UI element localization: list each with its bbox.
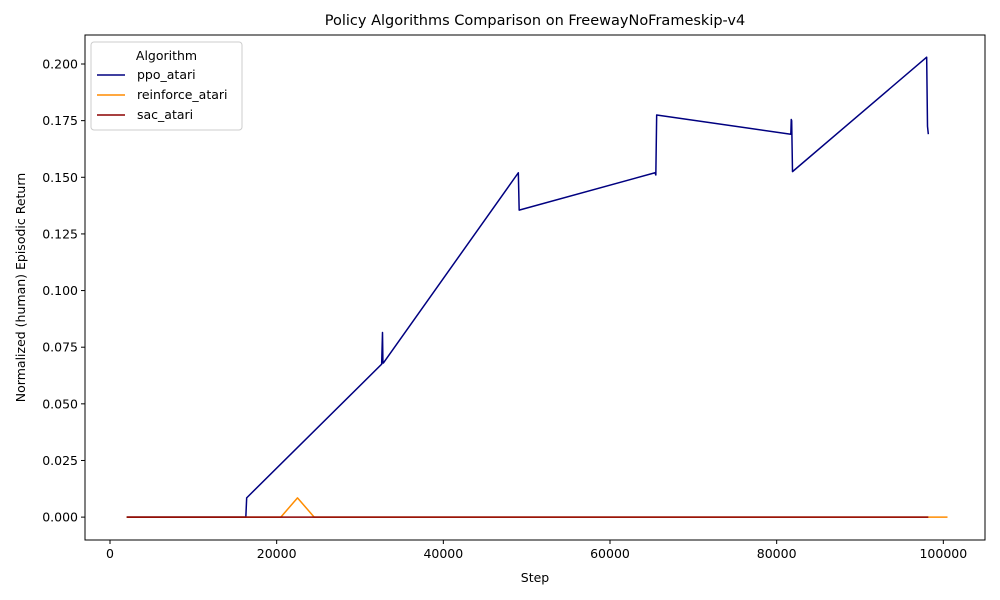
series-line-reinforce_atari <box>126 497 948 518</box>
y-tick-label: 0.025 <box>42 453 78 468</box>
y-tick-label: 0.200 <box>42 56 78 71</box>
legend-items: ppo_atari reinforce_atari sac_atari <box>97 67 228 122</box>
y-axis: 0.000 0.025 0.050 0.075 0.100 0.125 0.150 0.175… <box>42 56 85 525</box>
legend: Algorithm ppo_atari reinforce_atari sac_at… <box>90 41 243 131</box>
series-line-ppo_atari <box>126 56 930 518</box>
legend-label-reinforce_atari: reinforce_atari <box>137 87 228 102</box>
y-tick-label: 0.150 <box>42 170 78 185</box>
x-tick-label: 100000 <box>919 546 967 561</box>
y-tick-label: 0.125 <box>42 226 78 241</box>
x-tick-label: 40000 <box>423 546 463 561</box>
plot-frame <box>84 34 986 541</box>
x-tick-label: 80000 <box>757 546 797 561</box>
y-axis-title: Normalized (human) Episodic Return <box>13 173 28 402</box>
y-tick-label: 0.075 <box>42 340 78 355</box>
x-tick-label: 20000 <box>257 546 297 561</box>
legend-label-ppo_atari: ppo_atari <box>137 67 196 82</box>
x-axis: 0 20000 40000 60000 80000 100000 <box>106 540 967 561</box>
x-tick-label: 60000 <box>590 546 630 561</box>
y-tick-label: 0.100 <box>42 283 78 298</box>
legend-title: Algorithm <box>136 48 197 63</box>
legend-label-sac_atari: sac_atari <box>137 107 193 122</box>
plot-lines <box>126 56 948 518</box>
x-tick-label: 0 <box>106 546 114 561</box>
y-tick-label: 0.175 <box>42 113 78 128</box>
y-tick-label: 0.050 <box>42 396 78 411</box>
legend-box <box>90 41 243 131</box>
x-axis-title: Step <box>521 570 550 585</box>
y-tick-label: 0.000 <box>42 510 78 525</box>
chart-title: Policy Algorithms Comparison on FreewayN… <box>325 13 745 29</box>
